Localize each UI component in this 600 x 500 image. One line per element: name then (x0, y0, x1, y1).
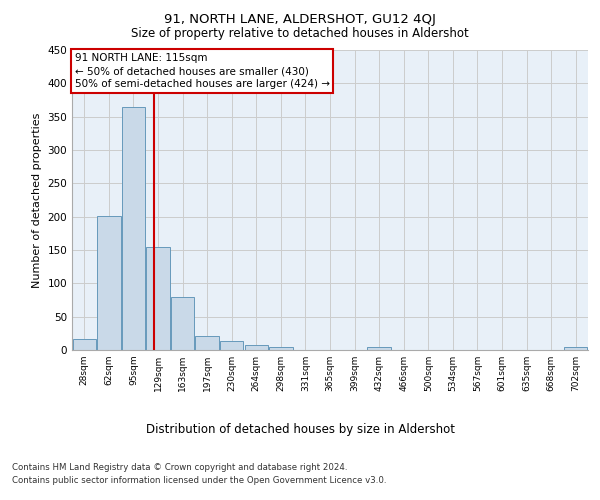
Text: Contains HM Land Registry data © Crown copyright and database right 2024.: Contains HM Land Registry data © Crown c… (12, 462, 347, 471)
Bar (122, 106, 145, 350)
Text: 91, NORTH LANE, ALDERSHOT, GU12 4QJ: 91, NORTH LANE, ALDERSHOT, GU12 4QJ (164, 12, 436, 26)
Bar (367, 346, 391, 350)
Bar (245, 344, 268, 350)
Bar (196, 336, 219, 350)
Text: Distribution of detached houses by size in Aldershot: Distribution of detached houses by size … (146, 422, 455, 436)
Bar (564, 346, 587, 350)
Bar (220, 340, 244, 350)
Bar (73, 338, 96, 350)
Bar (171, 298, 194, 350)
Y-axis label: Number of detached properties: Number of detached properties (32, 112, 42, 288)
Bar (269, 346, 293, 350)
Bar (146, 248, 170, 350)
Text: Contains public sector information licensed under the Open Government Licence v3: Contains public sector information licen… (12, 476, 386, 485)
Bar (97, 216, 121, 350)
Text: 91 NORTH LANE: 115sqm
← 50% of detached houses are smaller (430)
50% of semi-det: 91 NORTH LANE: 115sqm ← 50% of detached … (74, 53, 329, 90)
Text: Size of property relative to detached houses in Aldershot: Size of property relative to detached ho… (131, 28, 469, 40)
